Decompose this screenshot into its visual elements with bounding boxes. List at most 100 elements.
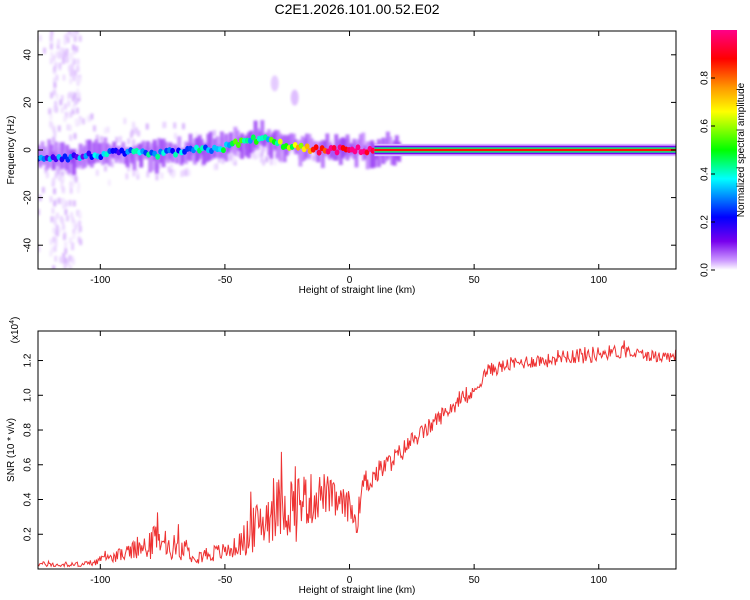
halo-cell (53, 141, 58, 164)
noise-blob (251, 151, 255, 158)
noise-blob (231, 158, 235, 165)
noise-blob (71, 180, 75, 187)
noise-blob (53, 130, 57, 137)
noise-blob (59, 99, 63, 106)
noise-blob (51, 137, 55, 144)
noise-blob (65, 215, 69, 222)
halo-cell (177, 136, 182, 156)
noise-blob (76, 88, 80, 95)
noise-blob (78, 226, 82, 233)
halo-cell (107, 144, 112, 167)
noise-blob (63, 263, 67, 269)
noise-blob (50, 31, 54, 37)
noise-blob (187, 169, 191, 176)
halo-cell (278, 133, 283, 162)
halo-cell (130, 148, 135, 164)
halo-cell (181, 148, 186, 163)
ridge-cell (304, 143, 310, 150)
halo-cell (291, 133, 296, 150)
noise-blob (123, 118, 127, 125)
band-core (374, 148, 676, 152)
noise-blob (127, 165, 131, 172)
halo-cell (145, 141, 150, 160)
halo-cell (170, 150, 175, 163)
halo-cell (40, 141, 45, 165)
halo-cell (210, 149, 215, 159)
ridge-cell (250, 134, 256, 141)
noise-blob (173, 122, 177, 129)
noise-blob (63, 115, 67, 122)
noise-blob (63, 51, 67, 58)
noise-blob (54, 236, 58, 243)
noise-blob (68, 91, 72, 98)
noise-blob (49, 58, 53, 65)
noise-blob (63, 47, 67, 54)
y-tick-label: 20 (23, 96, 34, 108)
halo-cell (219, 131, 224, 159)
noise-blob (57, 168, 61, 175)
ridge-cell (313, 144, 319, 151)
noise-blob (74, 223, 78, 230)
noise-blob (49, 113, 53, 120)
y-tick-label: -40 (23, 238, 34, 253)
noise-blob (69, 134, 73, 141)
noise-blob (221, 157, 225, 164)
noise-blob (53, 89, 57, 96)
noise-blob (68, 200, 72, 207)
noise-blob (76, 75, 80, 82)
x-tick-label: -50 (218, 275, 233, 286)
noise-blob (41, 186, 45, 193)
noise-blob (58, 174, 62, 181)
x-tick-label: -100 (90, 575, 110, 586)
halo-cell (367, 141, 372, 168)
halo-cell (204, 143, 209, 163)
noise-blob (57, 226, 61, 233)
halo-cell (361, 132, 366, 161)
noise-blob (49, 35, 53, 42)
noise-blob (52, 177, 56, 184)
noise-blob (127, 138, 131, 145)
noise-blob (52, 265, 56, 269)
noise-blob (53, 200, 57, 207)
noise-blob (75, 31, 79, 35)
noise-blob (213, 164, 217, 171)
ridge-cell (298, 142, 304, 149)
noise-blob (233, 159, 237, 166)
halo-cell (271, 132, 276, 143)
noise-blob (73, 99, 77, 106)
noise-blob (64, 201, 68, 208)
noise-blob (52, 55, 56, 62)
colorbar-label: Normalized spectral amplitude (736, 82, 747, 217)
noise-blob (62, 224, 66, 231)
halo-cell (74, 156, 79, 168)
noise-blob (52, 126, 56, 133)
ridge-cell (277, 138, 283, 145)
x-tick-label: 0 (347, 575, 353, 586)
noise-blob (66, 124, 70, 131)
halo-cell (96, 142, 101, 163)
noise-blob (60, 106, 64, 113)
noise-blob (78, 116, 82, 123)
y-tick-label: 1.0 (23, 388, 34, 402)
noise-blob (70, 68, 74, 75)
noise-blob (182, 123, 186, 130)
noise-blob (314, 155, 318, 162)
noise-blob (73, 92, 77, 99)
noise-blob (65, 56, 69, 63)
noise-blob (228, 153, 232, 160)
ridge-cell (173, 151, 178, 158)
noise-blob (76, 58, 80, 65)
noise-blob (155, 174, 159, 181)
noise-blob (64, 168, 68, 175)
noise-blob (194, 132, 198, 139)
noise-blob (169, 169, 173, 176)
halo-cell (125, 147, 130, 168)
noise-blob (77, 210, 81, 217)
halo-cell (172, 144, 177, 155)
noise-blob (56, 147, 60, 154)
noise-blob (78, 220, 82, 227)
noise-blob (72, 229, 76, 236)
noise-blob (68, 255, 72, 262)
noise-blob (64, 257, 68, 264)
noise-blob (75, 46, 79, 53)
